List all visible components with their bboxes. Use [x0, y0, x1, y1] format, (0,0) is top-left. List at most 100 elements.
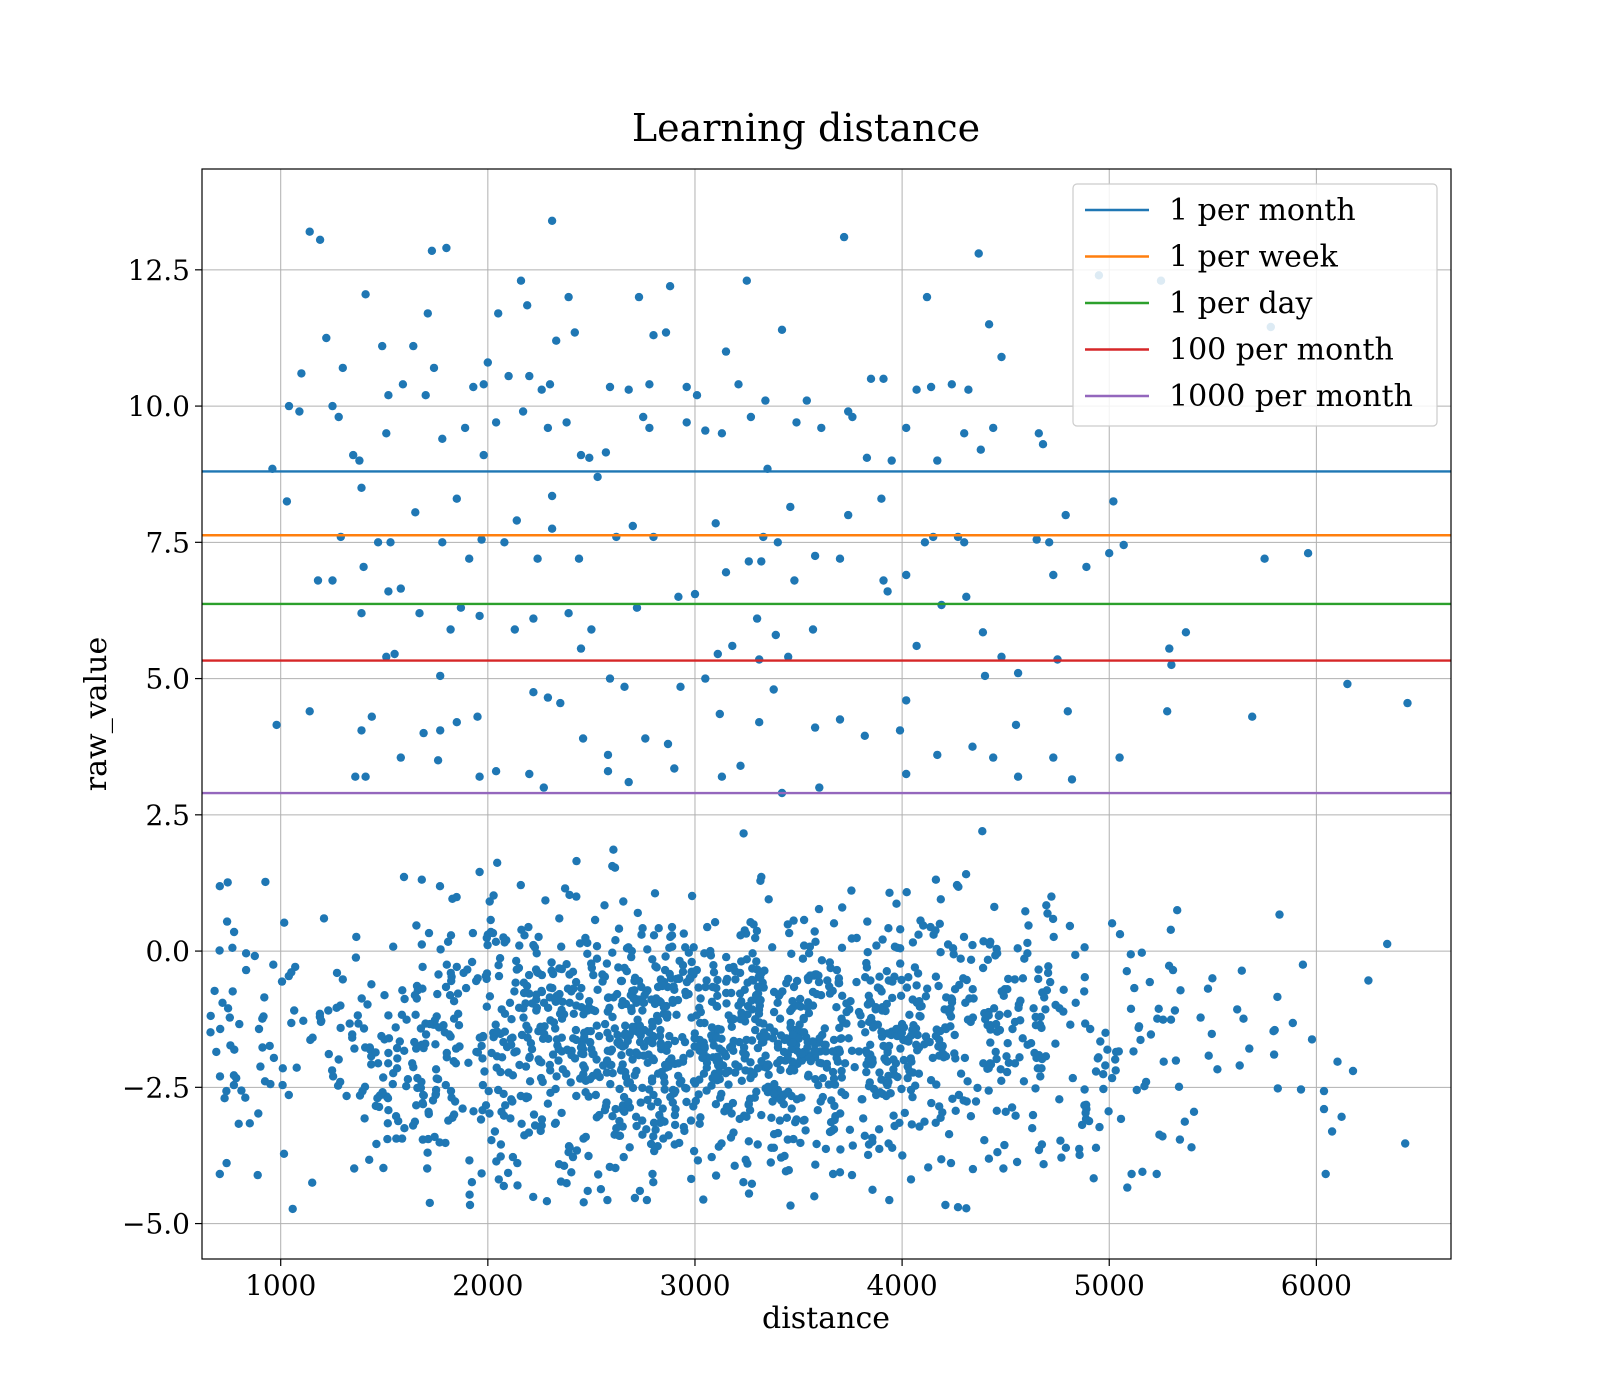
scatter-point: [980, 671, 990, 681]
legend-label: 1 per month: [1169, 193, 1356, 228]
scatter-point: [966, 955, 976, 964]
scatter-point: [659, 1003, 669, 1012]
scatter-point: [1203, 984, 1213, 993]
scatter-point: [845, 1125, 855, 1135]
x-tick-label: 1000: [245, 1269, 316, 1302]
scatter-point: [611, 1163, 620, 1173]
scatter-point: [1032, 535, 1041, 544]
chart-title: Learning distance: [632, 106, 980, 150]
scatter-point: [990, 902, 999, 912]
scatter-point: [993, 949, 1002, 958]
scatter-point: [272, 720, 281, 730]
scatter-point: [868, 1023, 878, 1032]
scatter-point: [726, 1133, 736, 1142]
scatter-point: [629, 994, 638, 1003]
scatter-point: [960, 538, 969, 547]
scatter-point: [818, 1092, 827, 1102]
scatter-point: [832, 1003, 841, 1012]
scatter-point: [585, 453, 594, 462]
scatter-point: [862, 453, 872, 462]
scatter-point: [392, 1043, 402, 1053]
scatter-point: [260, 993, 269, 1002]
scatter-point: [681, 943, 690, 952]
scatter-point: [777, 325, 787, 334]
scatter-point: [494, 309, 503, 318]
scatter-point: [358, 1086, 367, 1096]
scatter-point: [1011, 1111, 1020, 1120]
scatter-point: [393, 1054, 402, 1063]
scatter-point: [598, 970, 607, 979]
y-tick-label: 2.5: [145, 799, 190, 832]
scatter-point: [553, 1041, 562, 1050]
scatter-point: [1273, 992, 1282, 1002]
scatter-point: [844, 510, 853, 520]
scatter-point: [419, 1043, 428, 1053]
scatter-point: [357, 726, 366, 735]
scatter-point: [752, 957, 761, 966]
scatter-point: [951, 1106, 960, 1116]
scatter-point: [400, 1046, 409, 1056]
scatter-point: [1048, 914, 1058, 924]
scatter-point: [512, 1047, 521, 1056]
scatter-point: [837, 943, 847, 952]
scatter-point: [397, 1134, 407, 1143]
scatter-point: [741, 1050, 750, 1059]
scatter-point: [827, 1126, 837, 1136]
scatter-point: [521, 1062, 531, 1071]
x-tick-label: 5000: [1074, 1269, 1145, 1302]
scatter-point: [966, 1017, 975, 1027]
scatter-point: [920, 1117, 929, 1126]
scatter-point: [468, 928, 478, 938]
scatter-point: [525, 1053, 534, 1063]
scatter-point: [615, 1084, 624, 1094]
scatter-point: [878, 935, 887, 944]
scatter-point: [759, 1019, 768, 1028]
scatter-point: [734, 1062, 743, 1071]
scatter-point: [447, 976, 456, 986]
scatter-point: [446, 968, 455, 978]
scatter-point: [1132, 1085, 1142, 1095]
scatter-point: [911, 1081, 920, 1090]
scatter-point: [394, 1116, 403, 1126]
scatter-point: [608, 1112, 617, 1121]
scatter-point: [914, 930, 923, 939]
scatter-point: [1049, 932, 1058, 942]
scatter-point: [765, 1023, 774, 1032]
scatter-point: [837, 1073, 846, 1082]
scatter-point: [624, 385, 633, 394]
scatter-point: [440, 1028, 449, 1037]
scatter-point: [1348, 1066, 1358, 1076]
scatter-point: [504, 1068, 513, 1077]
scatter-point: [889, 1065, 898, 1074]
scatter-point: [572, 1091, 581, 1101]
scatter-point: [1061, 1143, 1071, 1153]
scatter-point: [349, 450, 358, 460]
scatter-point: [438, 434, 447, 443]
scatter-point: [1094, 1053, 1103, 1062]
scatter-point: [1115, 753, 1124, 762]
scatter-point: [367, 712, 376, 721]
scatter-point: [533, 554, 542, 563]
scatter-point: [519, 988, 529, 998]
scatter-point: [885, 888, 894, 897]
scatter-point: [1043, 909, 1052, 918]
scatter-point: [336, 1001, 345, 1010]
scatter-point: [1031, 1012, 1040, 1022]
plot-frame: [201, 168, 1452, 1260]
scatter-point: [690, 589, 700, 599]
x-tick-label: 6000: [1281, 1269, 1352, 1302]
scatter-point: [687, 891, 697, 901]
scatter-point: [926, 382, 936, 392]
scatter-point: [650, 999, 660, 1009]
scatter-point: [541, 896, 550, 905]
scatter-point: [1167, 660, 1176, 670]
scatter-point: [1013, 668, 1023, 678]
scatter-point: [467, 957, 477, 967]
scatter-point: [892, 899, 901, 908]
scatter-point: [862, 958, 871, 968]
scatter-point: [446, 1086, 456, 1096]
scatter-point: [490, 1127, 500, 1136]
scatter-point: [241, 965, 251, 975]
scatter-point: [844, 1034, 853, 1043]
scatter-point: [913, 969, 923, 978]
